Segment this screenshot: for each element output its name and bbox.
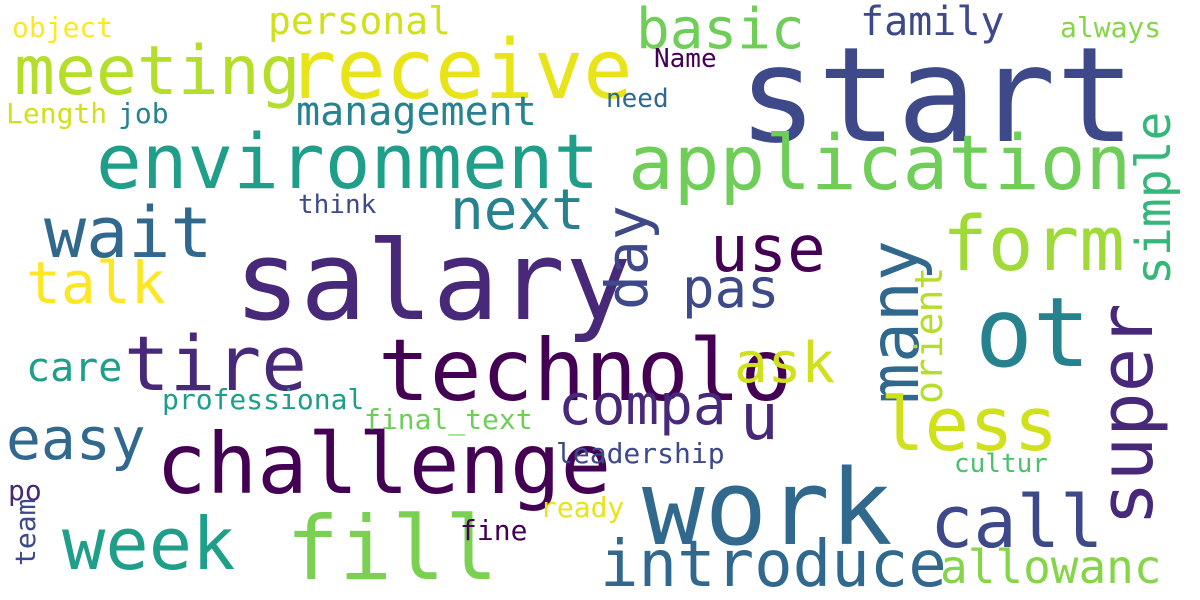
word-technolo: technolo: [378, 321, 793, 421]
word-use: use: [710, 213, 826, 287]
word-care: care: [26, 345, 123, 391]
word-ot: ot: [975, 277, 1091, 389]
word-talk: talk: [26, 249, 166, 317]
word-week: week: [62, 502, 236, 586]
word-allowanc: allowanc: [940, 540, 1162, 594]
word-team: team: [9, 498, 42, 566]
word-po: po: [8, 474, 42, 507]
word-wait: wait: [44, 192, 213, 274]
word-super: super: [1084, 303, 1170, 526]
word-simple: simple: [1126, 111, 1182, 285]
word-professional: professional: [162, 383, 365, 416]
word-day: day: [593, 205, 661, 310]
word-next: next: [450, 178, 585, 243]
word-final-text: final_text: [364, 403, 533, 436]
word-compa: compa: [558, 373, 727, 438]
word-less: less: [880, 382, 1059, 468]
word-family: family: [860, 0, 1005, 45]
word-personal: personal: [268, 0, 452, 43]
word-application: application: [628, 118, 1132, 207]
word-basic: basic: [636, 0, 805, 62]
word-ready: ready: [540, 491, 625, 524]
word-introduce: introduce: [600, 528, 947, 600]
word-need: need: [606, 84, 669, 114]
word-work: work: [642, 447, 893, 569]
word-call: call: [930, 480, 1104, 564]
word-receive: receive: [287, 23, 633, 118]
word-think: think: [298, 190, 377, 220]
word-pas: pas: [682, 257, 780, 320]
word-easy: easy: [6, 405, 146, 473]
word-start: start: [738, 19, 1136, 173]
word-salary: salary: [234, 217, 632, 345]
word-management: management: [296, 89, 537, 135]
word-length: Length: [6, 97, 108, 130]
word-cultur: cultur: [954, 449, 1048, 479]
word-orient: orient: [907, 266, 951, 404]
word-tire: tire: [124, 319, 308, 408]
word-leadership: leadership: [556, 437, 725, 470]
word-environment: environment: [96, 117, 600, 206]
word-fine: fine: [460, 514, 528, 547]
word-object: object: [12, 11, 114, 44]
word-u: u: [740, 381, 779, 455]
word-ask: ask: [734, 331, 836, 396]
word-job: job: [118, 97, 169, 130]
word-form: form: [942, 199, 1126, 288]
word-name: Name: [654, 44, 717, 74]
word-challenge: challenge: [156, 415, 612, 513]
word-meeting: meeting: [14, 32, 301, 111]
word-fill: fill: [286, 497, 498, 600]
word-always: always: [1060, 11, 1162, 44]
